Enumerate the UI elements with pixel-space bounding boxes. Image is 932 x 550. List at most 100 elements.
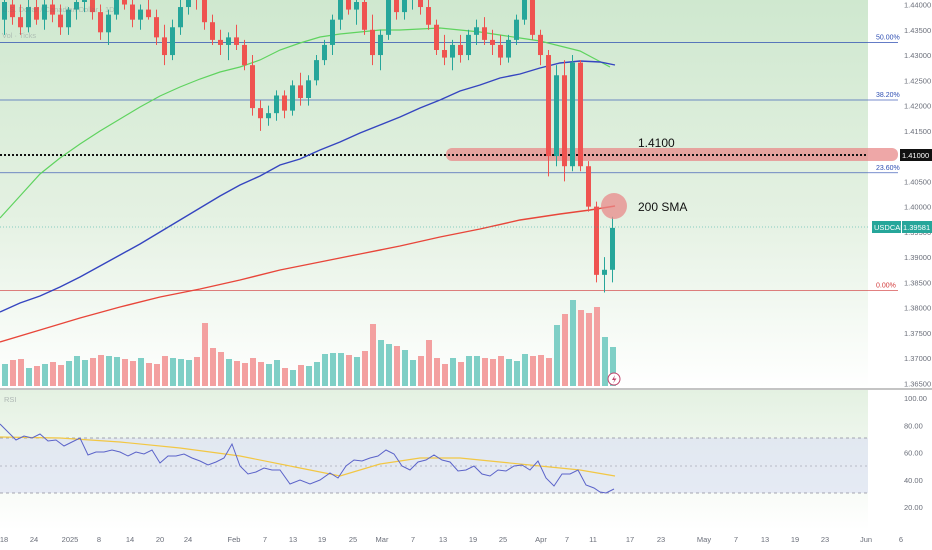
candle[interactable]	[114, 0, 119, 20]
candle[interactable]	[130, 0, 135, 28]
candle[interactable]	[42, 0, 47, 30]
candle-body	[466, 34, 471, 56]
candle[interactable]	[18, 4, 23, 35]
candle[interactable]	[218, 29, 223, 56]
candle[interactable]	[442, 34, 447, 66]
candle[interactable]	[298, 72, 303, 106]
candle[interactable]	[362, 0, 367, 35]
candle-body	[306, 80, 311, 98]
candle[interactable]	[506, 34, 511, 63]
candle[interactable]	[530, 0, 535, 40]
candle[interactable]	[450, 39, 455, 71]
volume-bar	[226, 359, 232, 386]
candle[interactable]	[338, 0, 343, 30]
volume-bar	[298, 365, 304, 386]
candle[interactable]	[98, 4, 103, 40]
candle[interactable]	[210, 14, 215, 45]
candle-body	[442, 50, 447, 58]
candle[interactable]	[578, 60, 583, 172]
candle-body	[250, 65, 255, 109]
candle[interactable]	[34, 0, 39, 25]
candle[interactable]	[514, 14, 519, 45]
candle-body	[242, 44, 247, 66]
candle[interactable]	[490, 29, 495, 56]
candle[interactable]	[594, 201, 599, 283]
sma-100-line[interactable]	[0, 60, 616, 313]
candle[interactable]	[154, 9, 159, 45]
time-axis[interactable]: 18 24 2025 8 14 20 24 Feb 7 13 19 25 Mar 7 13 19 25 Apr 7 1…	[0, 535, 903, 544]
candle[interactable]	[562, 60, 567, 182]
candle-body	[122, 0, 127, 5]
candle[interactable]	[162, 24, 167, 66]
sma-200-highlight-circle[interactable]	[601, 193, 627, 219]
candle[interactable]	[610, 216, 615, 283]
volume-bar	[482, 358, 488, 386]
candle[interactable]	[330, 14, 335, 56]
candle[interactable]	[290, 80, 295, 116]
candle[interactable]	[386, 0, 391, 40]
header-symbol-line: U.S. Dollar / Canadian Dollar · 1D	[2, 5, 115, 14]
candle[interactable]	[282, 90, 287, 119]
candle[interactable]	[346, 0, 351, 15]
candle[interactable]	[378, 29, 383, 71]
candle[interactable]	[554, 65, 559, 167]
candle[interactable]	[66, 7, 71, 35]
candle[interactable]	[322, 39, 327, 66]
rsi-ma-line[interactable]	[0, 436, 616, 477]
volume-bar	[266, 364, 272, 386]
rsi-axis[interactable]: 100.00 80.00 60.00 40.00 20.00	[904, 394, 927, 512]
candle[interactable]	[546, 50, 551, 177]
candle[interactable]	[194, 0, 199, 10]
sma-200-line[interactable]	[0, 205, 616, 343]
candle[interactable]	[602, 257, 607, 293]
candle[interactable]	[274, 90, 279, 121]
candle[interactable]	[482, 17, 487, 45]
candle-body	[34, 7, 39, 20]
candle[interactable]	[242, 39, 247, 71]
candle[interactable]	[258, 100, 263, 131]
candle[interactable]	[586, 161, 591, 212]
candle[interactable]	[138, 4, 143, 30]
candle[interactable]	[418, 0, 423, 15]
volume-bar	[322, 354, 328, 386]
candle[interactable]	[402, 0, 407, 20]
candle[interactable]	[426, 0, 431, 30]
candle[interactable]	[82, 0, 87, 13]
candle[interactable]	[370, 14, 375, 66]
candle[interactable]	[122, 0, 127, 10]
candle[interactable]	[250, 55, 255, 116]
candle[interactable]	[466, 29, 471, 61]
candle[interactable]	[314, 55, 319, 86]
candle[interactable]	[306, 75, 311, 106]
candle[interactable]	[186, 0, 191, 15]
candle[interactable]	[498, 34, 503, 66]
candle[interactable]	[522, 0, 527, 25]
candle[interactable]	[74, 0, 79, 20]
candle[interactable]	[10, 0, 15, 25]
candle[interactable]	[234, 24, 239, 50]
candle[interactable]	[410, 0, 415, 10]
candle[interactable]	[434, 19, 439, 56]
candle[interactable]	[394, 0, 399, 20]
candle[interactable]	[570, 55, 575, 172]
candle[interactable]	[58, 4, 63, 35]
candle[interactable]	[202, 0, 207, 30]
rsi-line[interactable]	[0, 423, 615, 494]
candle-body	[370, 29, 375, 56]
candle[interactable]	[474, 19, 479, 45]
candle[interactable]	[458, 34, 463, 63]
candle[interactable]	[266, 105, 271, 126]
candle[interactable]	[226, 32, 231, 61]
candle[interactable]	[90, 0, 95, 20]
candle[interactable]	[2, 0, 7, 35]
candle[interactable]	[50, 0, 55, 23]
candle[interactable]	[178, 0, 183, 35]
candle[interactable]	[538, 29, 543, 66]
candle[interactable]	[170, 19, 175, 61]
candle[interactable]	[106, 9, 111, 45]
candle[interactable]	[146, 0, 151, 20]
candle[interactable]	[26, 0, 31, 33]
volume-bar	[578, 310, 584, 386]
candle[interactable]	[354, 0, 359, 25]
candle-body	[58, 14, 63, 28]
